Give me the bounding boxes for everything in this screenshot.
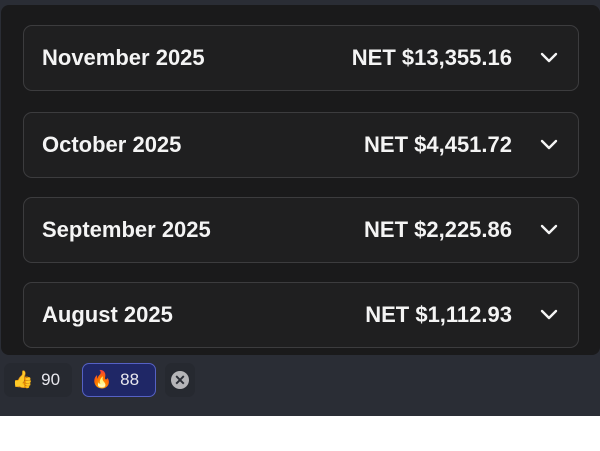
reaction-thumbs-up[interactable]: 👍 90: [4, 363, 72, 397]
month-row-august[interactable]: August 2025 NET $1,112.93: [23, 282, 579, 348]
net-amount: NET $13,355.16: [351, 45, 512, 70]
month-label: November 2025: [42, 45, 205, 70]
month-label: October 2025: [42, 132, 182, 157]
reaction-count: 90: [41, 370, 61, 389]
reaction-fire[interactable]: 🔥 88: [82, 363, 156, 397]
net-amount: NET $4,451.72: [364, 132, 512, 157]
chevron-down-icon[interactable]: [538, 134, 560, 156]
month-row-september[interactable]: September 2025 NET $2,225.86: [23, 197, 579, 263]
chevron-down-icon[interactable]: [538, 219, 560, 241]
month-row-november[interactable]: November 2025 NET $13,355.16: [23, 25, 579, 91]
chevron-down-icon[interactable]: [538, 304, 560, 326]
fire-icon: 🔥: [91, 370, 113, 389]
remove-reaction-button[interactable]: ✕: [165, 363, 195, 397]
month-row-october[interactable]: October 2025 NET $4,451.72: [23, 112, 579, 178]
thumbs-up-icon: 👍: [12, 370, 34, 389]
reaction-count: 88: [120, 370, 140, 389]
chevron-down-icon[interactable]: [538, 47, 560, 69]
month-label: September 2025: [42, 217, 211, 242]
close-icon: ✕: [171, 371, 189, 389]
month-label: August 2025: [42, 302, 173, 327]
net-amount: NET $1,112.93: [365, 302, 512, 327]
net-amount: NET $2,225.86: [364, 217, 512, 242]
